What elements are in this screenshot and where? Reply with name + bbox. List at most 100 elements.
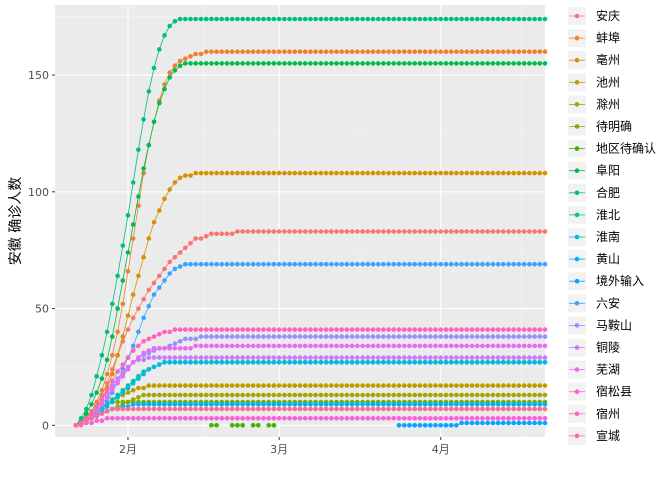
data-point	[407, 406, 412, 412]
data-point	[297, 392, 303, 398]
data-point	[99, 376, 105, 381]
data-point	[407, 402, 412, 407]
data-point	[422, 355, 428, 360]
data-point	[323, 402, 329, 407]
data-point	[438, 334, 444, 339]
data-point	[469, 392, 475, 398]
data-point	[240, 170, 245, 176]
data-point	[480, 327, 485, 332]
data-point	[438, 392, 444, 398]
data-point	[402, 416, 407, 421]
data-point	[167, 402, 172, 407]
data-point	[464, 360, 470, 365]
data-point	[125, 416, 131, 421]
data-point	[469, 261, 475, 267]
data-point	[130, 292, 136, 297]
legend-key-point	[574, 323, 580, 328]
legend: 安庆蚌埠亳州池州滁州待明确地区待确认阜阳合肥淮北淮南黄山境外输入六安马鞍山铜陵芜…	[568, 7, 656, 445]
data-point	[386, 406, 391, 412]
data-point	[209, 16, 214, 22]
data-point	[428, 229, 433, 234]
data-point	[506, 383, 511, 388]
data-point	[412, 334, 418, 339]
data-point	[323, 16, 329, 22]
data-point	[94, 390, 99, 395]
data-point	[448, 423, 454, 428]
data-point	[428, 392, 433, 398]
data-point	[115, 381, 120, 386]
data-point	[172, 392, 178, 398]
data-point	[323, 261, 329, 267]
x-tick-label: 2月	[119, 443, 137, 456]
data-point	[469, 416, 475, 421]
data-point	[167, 75, 172, 80]
data-point	[282, 61, 287, 66]
data-point	[542, 416, 548, 421]
data-point	[313, 406, 318, 412]
data-point	[386, 355, 391, 360]
data-point	[302, 383, 308, 388]
data-point	[454, 416, 459, 421]
data-point	[344, 49, 350, 54]
data-point	[417, 406, 423, 412]
legend-key-point	[574, 13, 580, 19]
data-point	[214, 49, 219, 54]
data-point	[396, 392, 402, 398]
data-point	[271, 406, 277, 412]
data-point	[443, 170, 449, 176]
data-point	[177, 264, 183, 269]
data-point	[224, 392, 230, 398]
data-point	[433, 360, 438, 365]
data-point	[115, 353, 120, 358]
data-point	[485, 16, 491, 22]
data-point	[235, 16, 240, 22]
data-point	[224, 61, 230, 66]
data-point	[229, 327, 235, 332]
data-point	[480, 261, 485, 267]
data-point	[323, 383, 329, 388]
data-point	[355, 170, 360, 176]
data-point	[271, 170, 277, 176]
data-point	[407, 383, 412, 388]
data-point	[511, 16, 516, 22]
data-point	[287, 229, 292, 234]
data-point	[125, 212, 131, 218]
data-point	[250, 383, 256, 388]
data-point	[198, 416, 204, 421]
data-point	[177, 175, 183, 181]
data-point	[177, 339, 183, 344]
data-point	[130, 381, 136, 386]
data-point	[495, 334, 501, 339]
data-point	[209, 343, 214, 349]
data-point	[282, 327, 287, 332]
data-point	[433, 343, 438, 349]
data-point	[386, 16, 391, 22]
data-point	[162, 392, 167, 398]
data-point	[198, 51, 204, 57]
data-point	[396, 360, 402, 365]
data-point	[542, 402, 548, 407]
data-point	[125, 268, 131, 274]
data-point	[396, 327, 402, 332]
data-point	[214, 170, 219, 176]
data-point	[485, 334, 491, 339]
data-point	[402, 49, 407, 54]
data-point	[99, 411, 105, 416]
data-point	[454, 327, 459, 332]
data-point	[115, 416, 120, 421]
data-point	[136, 385, 141, 391]
data-point	[110, 353, 115, 358]
data-point	[501, 334, 506, 339]
data-point	[417, 423, 423, 428]
data-point	[381, 392, 386, 398]
data-point	[308, 355, 313, 360]
data-point	[245, 392, 251, 398]
data-point	[448, 49, 454, 54]
data-point	[402, 170, 407, 176]
data-point	[428, 383, 433, 388]
data-point	[235, 406, 240, 412]
data-point	[527, 170, 532, 176]
data-point	[334, 334, 339, 339]
data-point	[490, 16, 496, 22]
data-point	[480, 402, 485, 407]
